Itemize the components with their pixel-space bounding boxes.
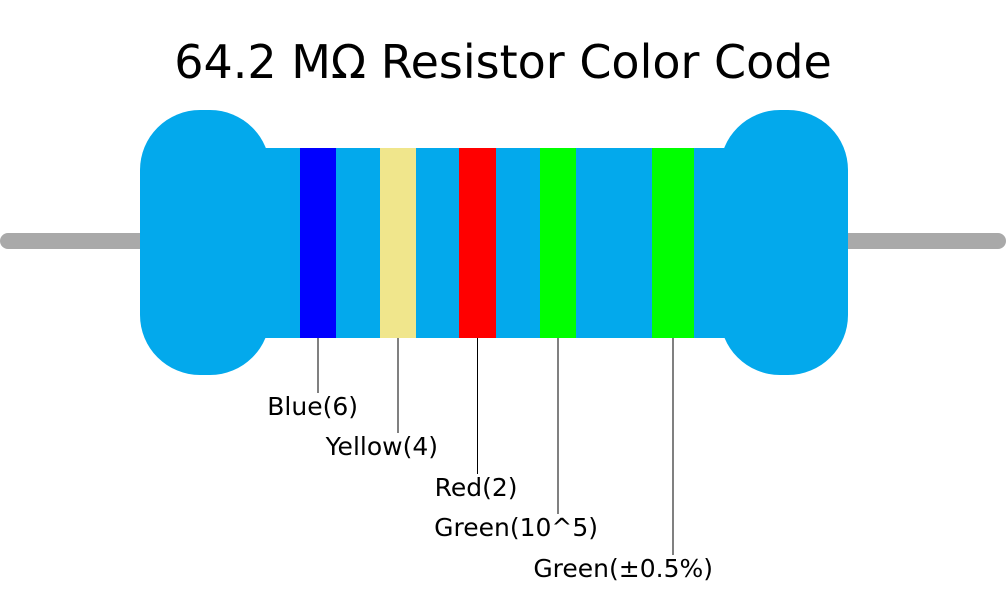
left-cap	[140, 110, 270, 375]
band-label: Red(2)	[435, 473, 518, 502]
right-cap	[720, 110, 848, 375]
color-band	[300, 148, 336, 338]
band-label: Yellow(4)	[325, 432, 438, 461]
title: 64.2 MΩ Resistor Color Code	[174, 35, 832, 89]
band-label: Green(10^5)	[434, 513, 598, 542]
band-label: Green(±0.5%)	[533, 554, 713, 583]
band-label: Blue(6)	[267, 392, 358, 421]
color-band	[459, 148, 496, 338]
color-band	[652, 148, 694, 338]
color-band	[540, 148, 576, 338]
color-band	[380, 148, 416, 338]
